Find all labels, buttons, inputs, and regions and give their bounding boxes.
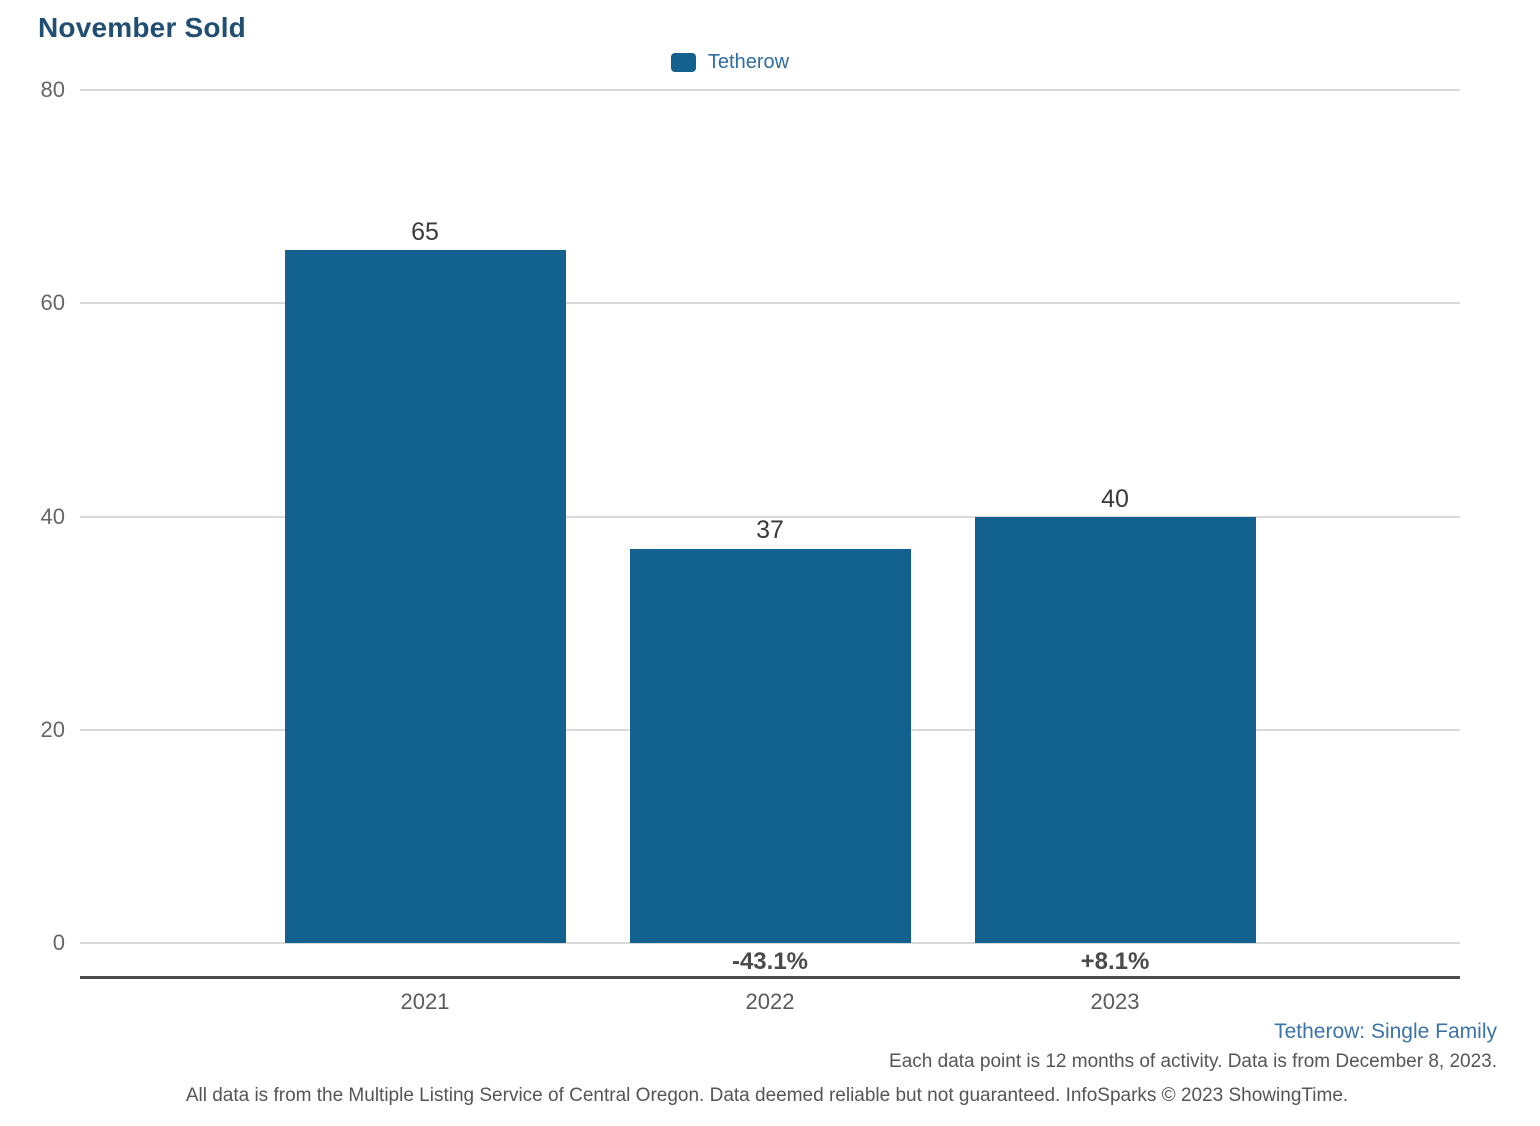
series-note: Tetherow: Single Family <box>1274 1020 1497 1043</box>
y-tick-label-20: 20 <box>40 716 65 742</box>
bar-value-label-2022: 37 <box>756 516 784 545</box>
bar-value-label-2021: 65 <box>411 217 439 246</box>
bar-2023[interactable] <box>974 516 1256 943</box>
bar-2021[interactable] <box>284 249 566 943</box>
gridline-y-60 <box>80 302 1460 305</box>
bar-value-label-2023: 40 <box>1101 484 1129 513</box>
y-tick-label-0: 0 <box>52 930 65 955</box>
x-tick-label-2021: 2021 <box>400 989 450 1014</box>
y-tick-label-60: 60 <box>40 290 65 316</box>
pct-change-label-2023: +8.1% <box>1080 948 1150 975</box>
data-note: Each data point is 12 months of activity… <box>889 1051 1497 1072</box>
bar-2022[interactable] <box>629 548 911 943</box>
legend[interactable]: Tetherow <box>0 51 1460 74</box>
gridline-y-80 <box>80 89 1460 91</box>
attribution-note: All data is from the Multiple Listing Se… <box>185 1085 1349 1106</box>
x-tick-label-2023: 2023 <box>1090 989 1140 1014</box>
gridline-y-40 <box>80 515 1460 518</box>
x-tick-label-2022: 2022 <box>745 989 795 1014</box>
legend-swatch-icon <box>670 53 696 72</box>
legend-label: Tetherow <box>707 51 790 73</box>
x-axis-line <box>80 976 1460 979</box>
y-tick-label-80: 80 <box>40 77 65 102</box>
y-tick-label-40: 40 <box>40 503 65 529</box>
plot-area: 65 37 40 <box>80 89 1460 944</box>
gridline-y-0 <box>80 942 1460 944</box>
pct-change-label-2022: -43.1% <box>731 948 809 975</box>
chart-title: November Sold <box>38 12 246 43</box>
